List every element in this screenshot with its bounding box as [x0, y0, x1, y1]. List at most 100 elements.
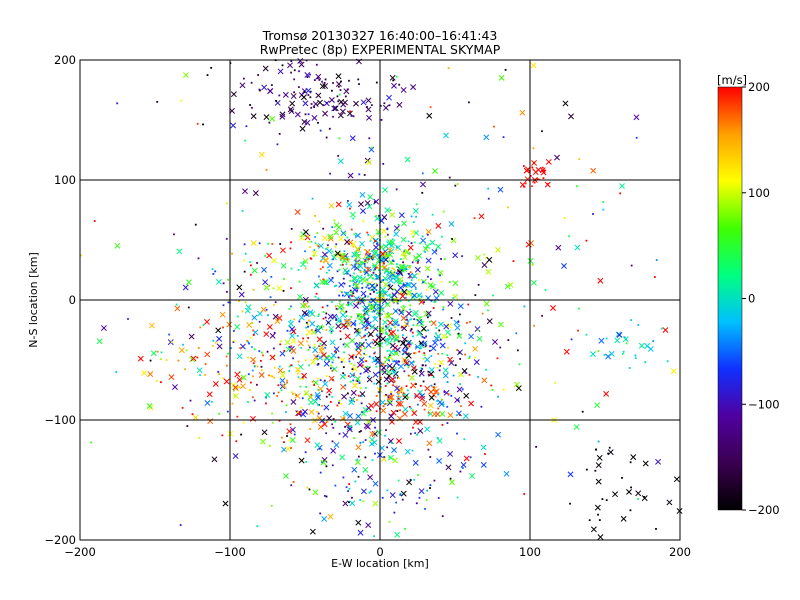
- point-dot-marker: [279, 343, 282, 346]
- point-dot-marker: [425, 499, 428, 501]
- point-dot-marker: [402, 261, 404, 264]
- point-dot-marker: [360, 402, 363, 405]
- point-dot-marker: [342, 343, 345, 346]
- point-x-marker: [313, 354, 320, 360]
- point-dot-marker: [295, 394, 298, 397]
- point-x-marker: [420, 237, 427, 244]
- point-dot-marker: [367, 375, 370, 378]
- point-dot-marker: [252, 288, 255, 291]
- point-x-marker: [456, 333, 463, 339]
- point-dot-marker: [384, 254, 386, 257]
- point-dot-marker: [323, 379, 326, 382]
- point-x-marker: [322, 110, 329, 117]
- point-x-marker: [354, 282, 361, 289]
- point-dot-marker: [415, 346, 418, 349]
- point-dot-marker: [187, 306, 190, 309]
- point-dot-marker: [456, 496, 459, 499]
- point-x-marker: [411, 368, 418, 375]
- point-dot-marker: [229, 347, 232, 350]
- point-dot-marker: [339, 320, 342, 323]
- point-dot-marker: [222, 326, 224, 329]
- point-dot-marker: [413, 478, 416, 481]
- point-x-marker: [276, 285, 283, 292]
- point-dot-marker: [334, 351, 337, 353]
- point-dot-marker: [446, 354, 449, 356]
- point-x-marker: [394, 346, 401, 353]
- point-x-marker: [309, 528, 316, 535]
- point-x-marker: [219, 311, 226, 318]
- point-x-marker: [354, 459, 361, 466]
- point-x-marker: [388, 413, 395, 420]
- point-dot-marker: [360, 315, 363, 318]
- point-dot-marker: [440, 258, 442, 260]
- point-dot-marker: [251, 396, 254, 399]
- point-dot-marker: [232, 341, 235, 343]
- point-dot-marker: [267, 314, 269, 317]
- point-x-marker: [431, 248, 438, 255]
- point-dot-marker: [342, 277, 345, 280]
- point-dot-marker: [331, 464, 334, 467]
- point-dot-marker: [342, 258, 345, 261]
- point-x-marker: [419, 395, 426, 402]
- point-dot-marker: [384, 290, 387, 293]
- point-dot-marker: [244, 252, 247, 255]
- point-x-marker: [338, 281, 345, 288]
- point-x-marker: [414, 266, 421, 273]
- point-dot-marker: [422, 357, 425, 360]
- point-dot-marker: [290, 287, 292, 290]
- point-dot-marker: [370, 104, 373, 107]
- point-dot-marker: [447, 393, 450, 396]
- point-x-marker: [463, 392, 470, 399]
- point-dot-marker: [394, 326, 396, 329]
- point-x-marker: [406, 310, 412, 317]
- point-x-marker: [230, 122, 237, 129]
- point-x-marker: [341, 393, 348, 400]
- point-x-marker: [282, 91, 289, 98]
- point-dot-marker: [414, 395, 417, 398]
- point-dot-marker: [314, 214, 316, 217]
- point-dot-marker: [426, 489, 429, 492]
- point-dot-marker: [393, 511, 396, 514]
- point-dot-marker: [301, 376, 304, 379]
- point-dot-marker: [474, 356, 476, 359]
- point-dot-marker: [307, 344, 310, 347]
- point-x-marker: [397, 279, 404, 286]
- point-x-marker: [428, 394, 435, 401]
- point-dot-marker: [390, 262, 393, 265]
- point-dot-marker: [397, 395, 400, 398]
- point-dot-marker: [386, 365, 389, 368]
- point-x-marker: [483, 300, 490, 307]
- point-dot-marker: [335, 319, 337, 321]
- point-x-marker: [497, 321, 504, 328]
- point-x-marker: [365, 97, 372, 104]
- point-x-marker: [620, 515, 627, 522]
- point-dot-marker: [217, 370, 220, 373]
- point-x-marker: [425, 310, 432, 317]
- point-x-marker: [554, 154, 560, 161]
- point-dot-marker: [407, 396, 409, 399]
- point-x-marker: [320, 352, 327, 359]
- point-dot-marker: [344, 384, 347, 387]
- point-dot-marker: [392, 360, 395, 363]
- point-x-marker: [339, 357, 346, 364]
- point-dot-marker: [405, 385, 408, 388]
- point-dot-marker: [416, 324, 418, 327]
- point-dot-marker: [373, 201, 376, 204]
- point-dot-marker: [418, 350, 421, 353]
- point-dot-marker: [351, 368, 354, 371]
- point-dot-marker: [427, 411, 430, 414]
- point-dot-marker: [333, 219, 336, 222]
- point-x-marker: [279, 383, 286, 390]
- point-dot-marker: [243, 259, 245, 262]
- point-dot-marker: [252, 242, 255, 245]
- point-x-marker: [276, 315, 283, 321]
- point-dot-marker: [408, 272, 410, 275]
- point-dot-marker: [385, 269, 388, 272]
- point-dot-marker: [378, 391, 380, 394]
- point-dot-marker: [388, 293, 391, 296]
- point-dot-marker: [309, 73, 311, 76]
- point-dot-marker: [338, 268, 341, 271]
- point-x-marker: [318, 242, 324, 249]
- point-x-marker: [400, 250, 407, 257]
- point-dot-marker: [383, 395, 386, 398]
